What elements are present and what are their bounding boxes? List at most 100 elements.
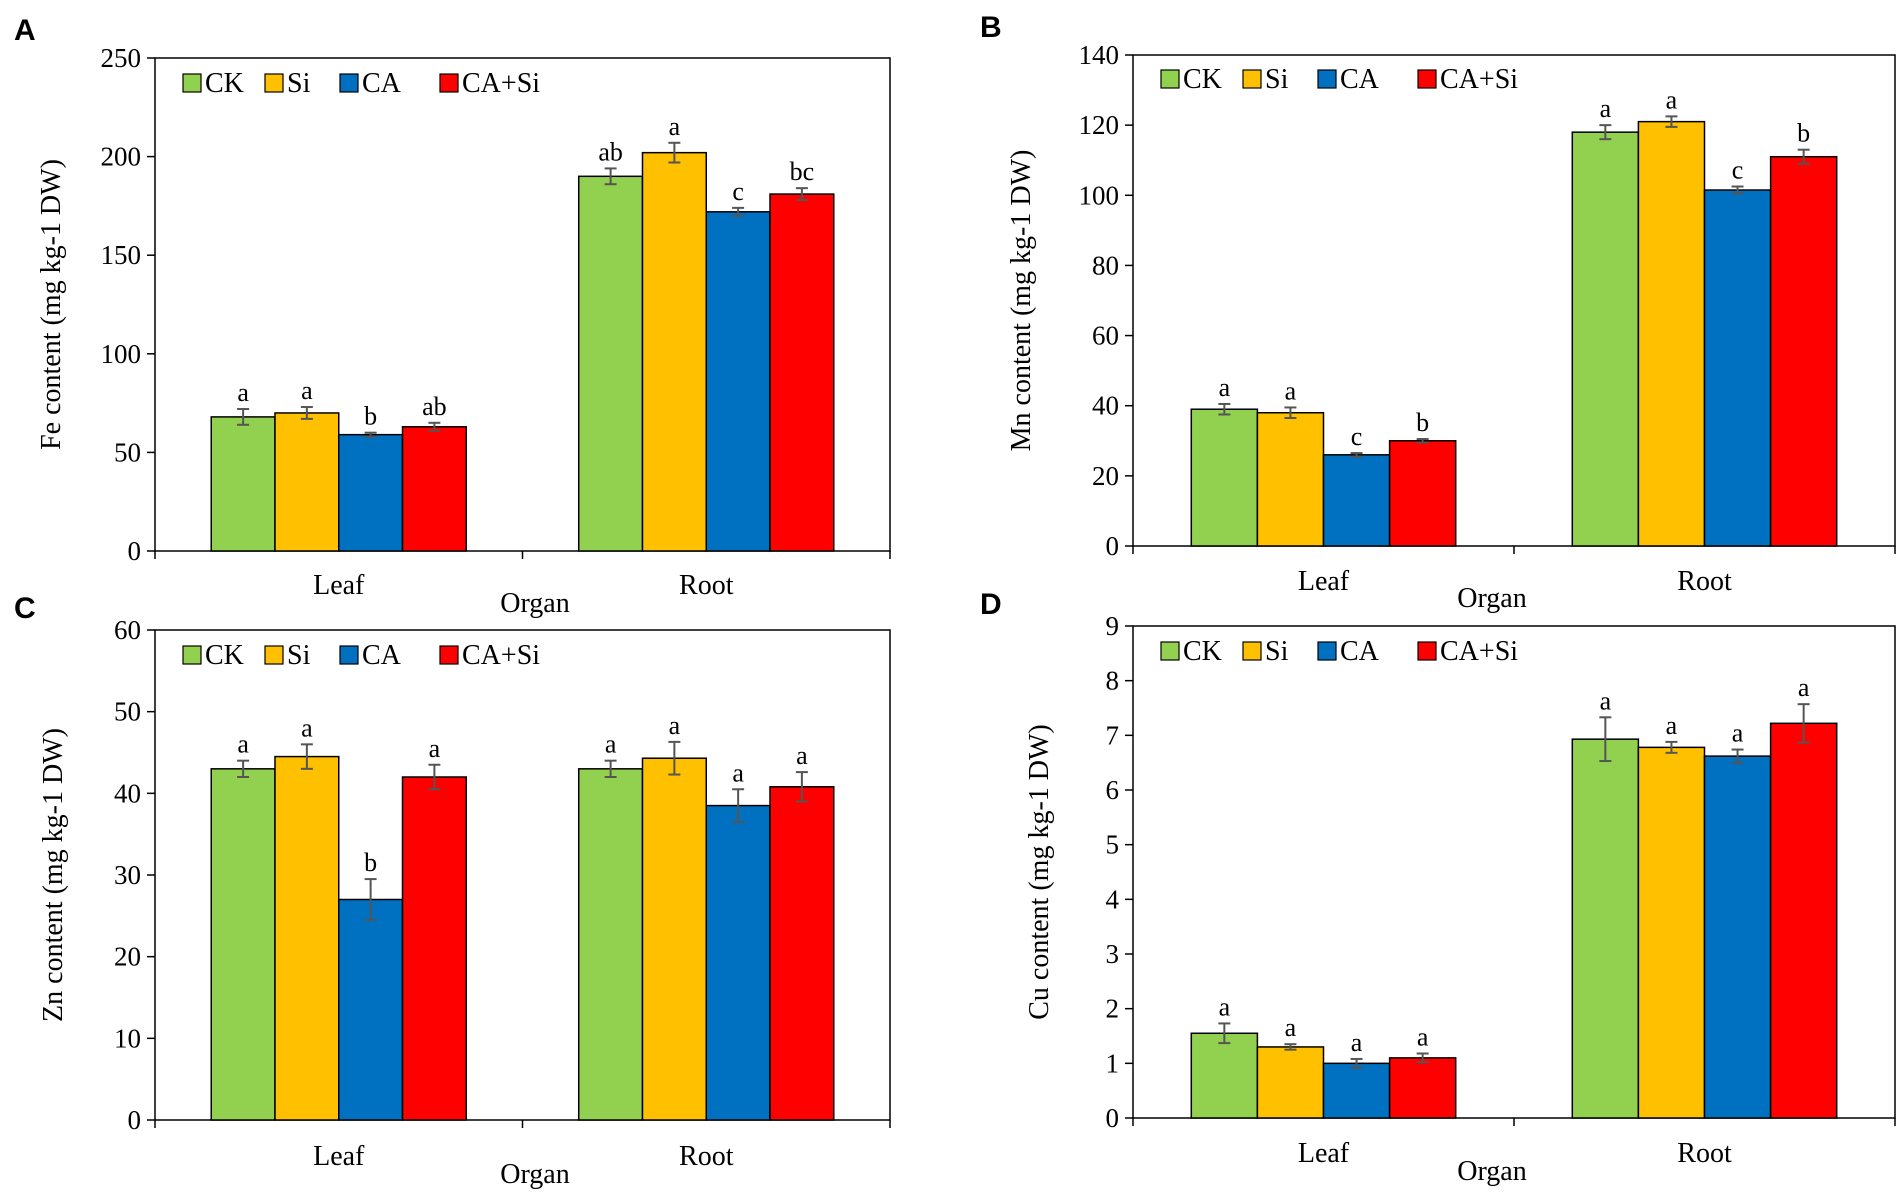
bar-ca-si-root	[769, 786, 835, 1121]
y-tick-label: 30	[114, 860, 141, 890]
legend-swatch	[182, 645, 202, 665]
bar-ca-root	[705, 804, 771, 1121]
legend-swatch	[182, 73, 202, 93]
x-category-label: Root	[1677, 1138, 1732, 1169]
legend-label: CA+Si	[1440, 636, 1518, 667]
significance-letter: a	[237, 730, 249, 759]
bar-ca-leaf	[338, 433, 404, 552]
bar-ck-root	[577, 175, 644, 552]
bar-si-root	[641, 757, 708, 1121]
y-tick-label: 200	[101, 142, 142, 172]
legend-label: Si	[287, 68, 311, 99]
significance-letter: a	[301, 376, 313, 405]
significance-letter: bc	[790, 157, 815, 186]
legend-swatch	[264, 645, 284, 665]
significance-letter: a	[301, 713, 313, 742]
x-category-label: Leaf	[313, 570, 365, 601]
significance-letter: ab	[598, 137, 623, 166]
x-category-label: Root	[1677, 566, 1732, 597]
y-tick-label: 60	[114, 615, 141, 645]
bar-ca-root	[1703, 755, 1772, 1119]
bar-ca-si-leaf	[1388, 1057, 1457, 1119]
y-tick-label: 3	[1106, 939, 1120, 969]
bar-si-root	[1637, 746, 1706, 1119]
significance-letter: ab	[422, 392, 447, 421]
significance-letter: a	[1285, 376, 1297, 405]
significance-letter: b	[1416, 408, 1429, 437]
y-tick-label: 100	[1079, 180, 1120, 210]
legend-swatch	[1160, 641, 1180, 661]
significance-letter: c	[732, 177, 744, 206]
significance-letter: a	[1351, 1028, 1363, 1057]
y-tick-label: 20	[114, 942, 141, 972]
panel-label: A	[14, 14, 36, 47]
significance-letter: b	[364, 402, 377, 431]
legend-swatch	[264, 73, 284, 93]
y-tick-label: 250	[101, 43, 142, 73]
chart-panel-a: A 0 50 100 150 200 250 Fe content (mg kg-1 DW) a…	[14, 14, 891, 619]
x-category-label: Leaf	[1298, 1138, 1350, 1169]
legend-swatch	[439, 645, 459, 665]
legend-label: CK	[1183, 636, 1222, 667]
legend: CK Si CA CA+Si	[1160, 636, 1518, 667]
x-axis-title: Organ	[1457, 1156, 1526, 1187]
legend-label: CK	[1183, 64, 1222, 95]
significance-letter: a	[669, 112, 681, 141]
legend-label: CA+Si	[462, 68, 540, 99]
significance-letter: a	[1666, 85, 1678, 114]
legend-label: CA	[362, 640, 402, 671]
x-axis-title: Organ	[500, 588, 569, 619]
y-tick-label: 20	[1092, 461, 1119, 491]
legend: CK Si CA CA+Si	[1160, 64, 1518, 95]
legend-label: CA	[362, 68, 402, 99]
y-tick-label: 150	[101, 240, 142, 270]
significance-letter: a	[237, 378, 249, 407]
legend-swatch	[1160, 69, 1180, 89]
bar-ca-si-leaf	[401, 776, 468, 1121]
bar-ca-si-leaf	[1388, 440, 1457, 547]
significance-letter: a	[429, 734, 441, 763]
legend-label: CA+Si	[462, 640, 540, 671]
panel-label: D	[980, 588, 1002, 621]
significance-letter: a	[605, 730, 617, 759]
y-tick-label: 40	[1092, 391, 1119, 421]
legend-swatch	[439, 73, 459, 93]
legend-label: Si	[287, 640, 311, 671]
bar-si-leaf	[1256, 411, 1325, 547]
chart-panel-c: C 0 10 20 30 40 50 60 Zn content (mg kg-1 DW) a a b…	[14, 592, 891, 1190]
y-tick-label: 60	[1092, 321, 1119, 351]
x-axis-title: Organ	[500, 1159, 569, 1190]
legend-swatch	[339, 73, 359, 93]
x-category-label: Leaf	[1298, 566, 1350, 597]
panel-label: C	[14, 592, 36, 625]
bar-ca-root	[1703, 189, 1772, 547]
legend-swatch	[1317, 69, 1337, 89]
y-axis-title: Fe content (mg kg-1 DW)	[36, 159, 67, 450]
y-tick-label: 8	[1106, 666, 1120, 696]
significance-letter: a	[1600, 94, 1612, 123]
legend: CK Si CA CA+Si	[182, 640, 540, 671]
chart-panel-d: D 0 1 2 3 4 5 6 7 8 9 Cu content (mg kg-1 DW) a a a a Le…	[980, 588, 1896, 1187]
y-tick-label: 7	[1106, 720, 1120, 750]
bar-ck-leaf	[210, 416, 276, 552]
significance-letter: c	[1732, 156, 1744, 185]
y-tick-label: 0	[1106, 531, 1120, 561]
bar-ca-root	[705, 211, 771, 552]
y-tick-label: 5	[1106, 830, 1120, 860]
significance-letter: a	[1285, 1013, 1297, 1042]
x-category-label: Root	[679, 570, 734, 601]
y-tick-label: 50	[114, 437, 141, 467]
legend-swatch	[1317, 641, 1337, 661]
legend-label: CA	[1340, 64, 1380, 95]
legend-label: CA	[1340, 636, 1380, 667]
y-tick-label: 9	[1106, 611, 1120, 641]
significance-letter: b	[364, 848, 377, 877]
bar-ck-leaf	[210, 768, 276, 1121]
significance-letter: a	[1219, 992, 1231, 1021]
bar-ck-root	[577, 768, 644, 1121]
y-tick-label: 10	[114, 1023, 141, 1053]
bar-ca-si-root	[769, 193, 835, 552]
bar-ck-root	[1571, 738, 1640, 1119]
bar-ck-root	[1571, 131, 1640, 547]
